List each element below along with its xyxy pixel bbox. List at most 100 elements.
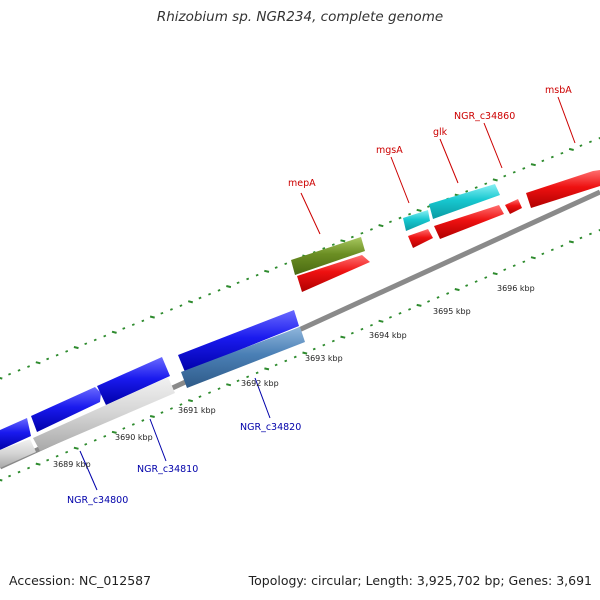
minor-tick [322,343,326,347]
gene-feature-blue[interactable] [97,357,170,405]
tick-marks-group [0,137,600,482]
minor-tick [331,339,335,343]
minor-tick [93,438,97,442]
major-tick [111,430,117,434]
major-tick [302,351,308,355]
minor-tick [103,435,107,438]
minor-tick [360,327,364,331]
leader-mepA [300,192,321,235]
kbp-label: 3693 kbp [305,354,343,363]
minor-tick [246,375,250,379]
minor-tick [446,292,450,295]
minor-tick [246,277,250,281]
gene-feature-red[interactable] [408,229,433,248]
gene-feature-red[interactable] [505,199,522,214]
minor-tick [27,466,31,470]
major-tick [73,346,79,350]
gene-feature-cyan[interactable] [429,184,500,219]
minor-tick [55,454,59,458]
minor-tick [141,319,145,323]
gene-feature-olive[interactable] [291,237,365,275]
minor-tick [312,250,316,254]
kbp-label: 3694 kbp [369,331,407,340]
minor-tick [560,244,564,248]
major-tick [416,208,422,212]
minor-tick [512,170,516,174]
gene-feature-red[interactable] [434,205,504,239]
minor-tick [8,372,12,376]
gene-label-glk[interactable]: glk [433,127,448,138]
major-tick [187,399,194,403]
gene-label-NGR_c34860[interactable]: NGR_c34860 [454,111,515,122]
minor-tick [398,216,402,220]
minor-tick [169,407,173,410]
major-tick [454,288,460,292]
minor-tick [560,151,564,155]
minor-tick [8,474,12,478]
minor-tick [255,371,259,375]
gene-label-NGR_c34800[interactable]: NGR_c34800 [67,495,128,506]
minor-tick [522,167,526,170]
minor-tick [474,186,478,189]
major-tick [73,446,79,450]
genome-stats-label: Topology: circular; Length: 3,925,702 bp… [248,573,592,588]
minor-tick [179,304,183,307]
major-tick [35,462,41,466]
gene-feature-blue[interactable] [0,418,31,450]
minor-tick [350,331,354,335]
gene-feature-cyan[interactable] [403,210,430,231]
minor-tick [284,359,288,363]
minor-tick [236,379,240,383]
minor-tick [208,391,212,395]
major-tick [226,285,232,289]
minor-tick [598,137,600,140]
minor-tick [55,353,59,357]
minor-tick [484,182,488,186]
gene-label-NGR_c34820[interactable]: NGR_c34820 [240,422,301,433]
gene-feature-red[interactable] [526,170,600,208]
minor-tick [360,231,364,235]
kbp-label: 3696 kbp [497,284,535,293]
leader-mgsA [390,156,410,204]
minor-tick [103,334,107,338]
gene-label-mepA[interactable]: mepA [288,178,316,189]
major-tick [530,256,536,260]
minor-tick [84,342,88,346]
major-tick [568,240,574,244]
gene-feature-steel[interactable] [181,327,305,388]
minor-tick [312,347,316,351]
minor-tick [122,327,126,330]
minor-tick [46,357,50,361]
major-tick [149,415,155,418]
accession-label: Accession: NC_012587 [9,573,152,588]
minor-tick [427,205,431,208]
gene-feature-gray[interactable] [0,439,36,468]
minor-tick [169,308,173,311]
minor-tick [46,458,50,462]
kbp-label: 3695 kbp [433,307,471,316]
minor-tick [217,387,221,391]
minor-tick [388,315,392,319]
gene-label-NGR_c34810[interactable]: NGR_c34810 [137,464,198,475]
gene-feature-red[interactable] [297,255,370,292]
major-tick [264,269,270,273]
gene-feature-blue[interactable] [31,387,101,432]
gene-feature-gray[interactable] [33,377,175,451]
minor-tick [398,312,402,315]
minor-tick [284,262,288,266]
kbp-label: 3692 kbp [241,379,279,388]
minor-tick [369,228,373,231]
gene-label-msbA[interactable]: msbA [545,85,572,96]
kbp-label: 3690 kbp [115,433,153,442]
major-tick [568,147,574,151]
minor-tick [369,323,373,327]
gene-feature-blue[interactable] [178,310,299,372]
gene-label-mgsA[interactable]: mgsA [376,145,403,156]
major-tick [226,383,232,387]
minor-tick [274,266,278,269]
kbp-label: 3689 kbp [53,460,91,469]
gene-leader-lines [79,96,576,491]
leader-NGR_c34820 [254,377,271,419]
